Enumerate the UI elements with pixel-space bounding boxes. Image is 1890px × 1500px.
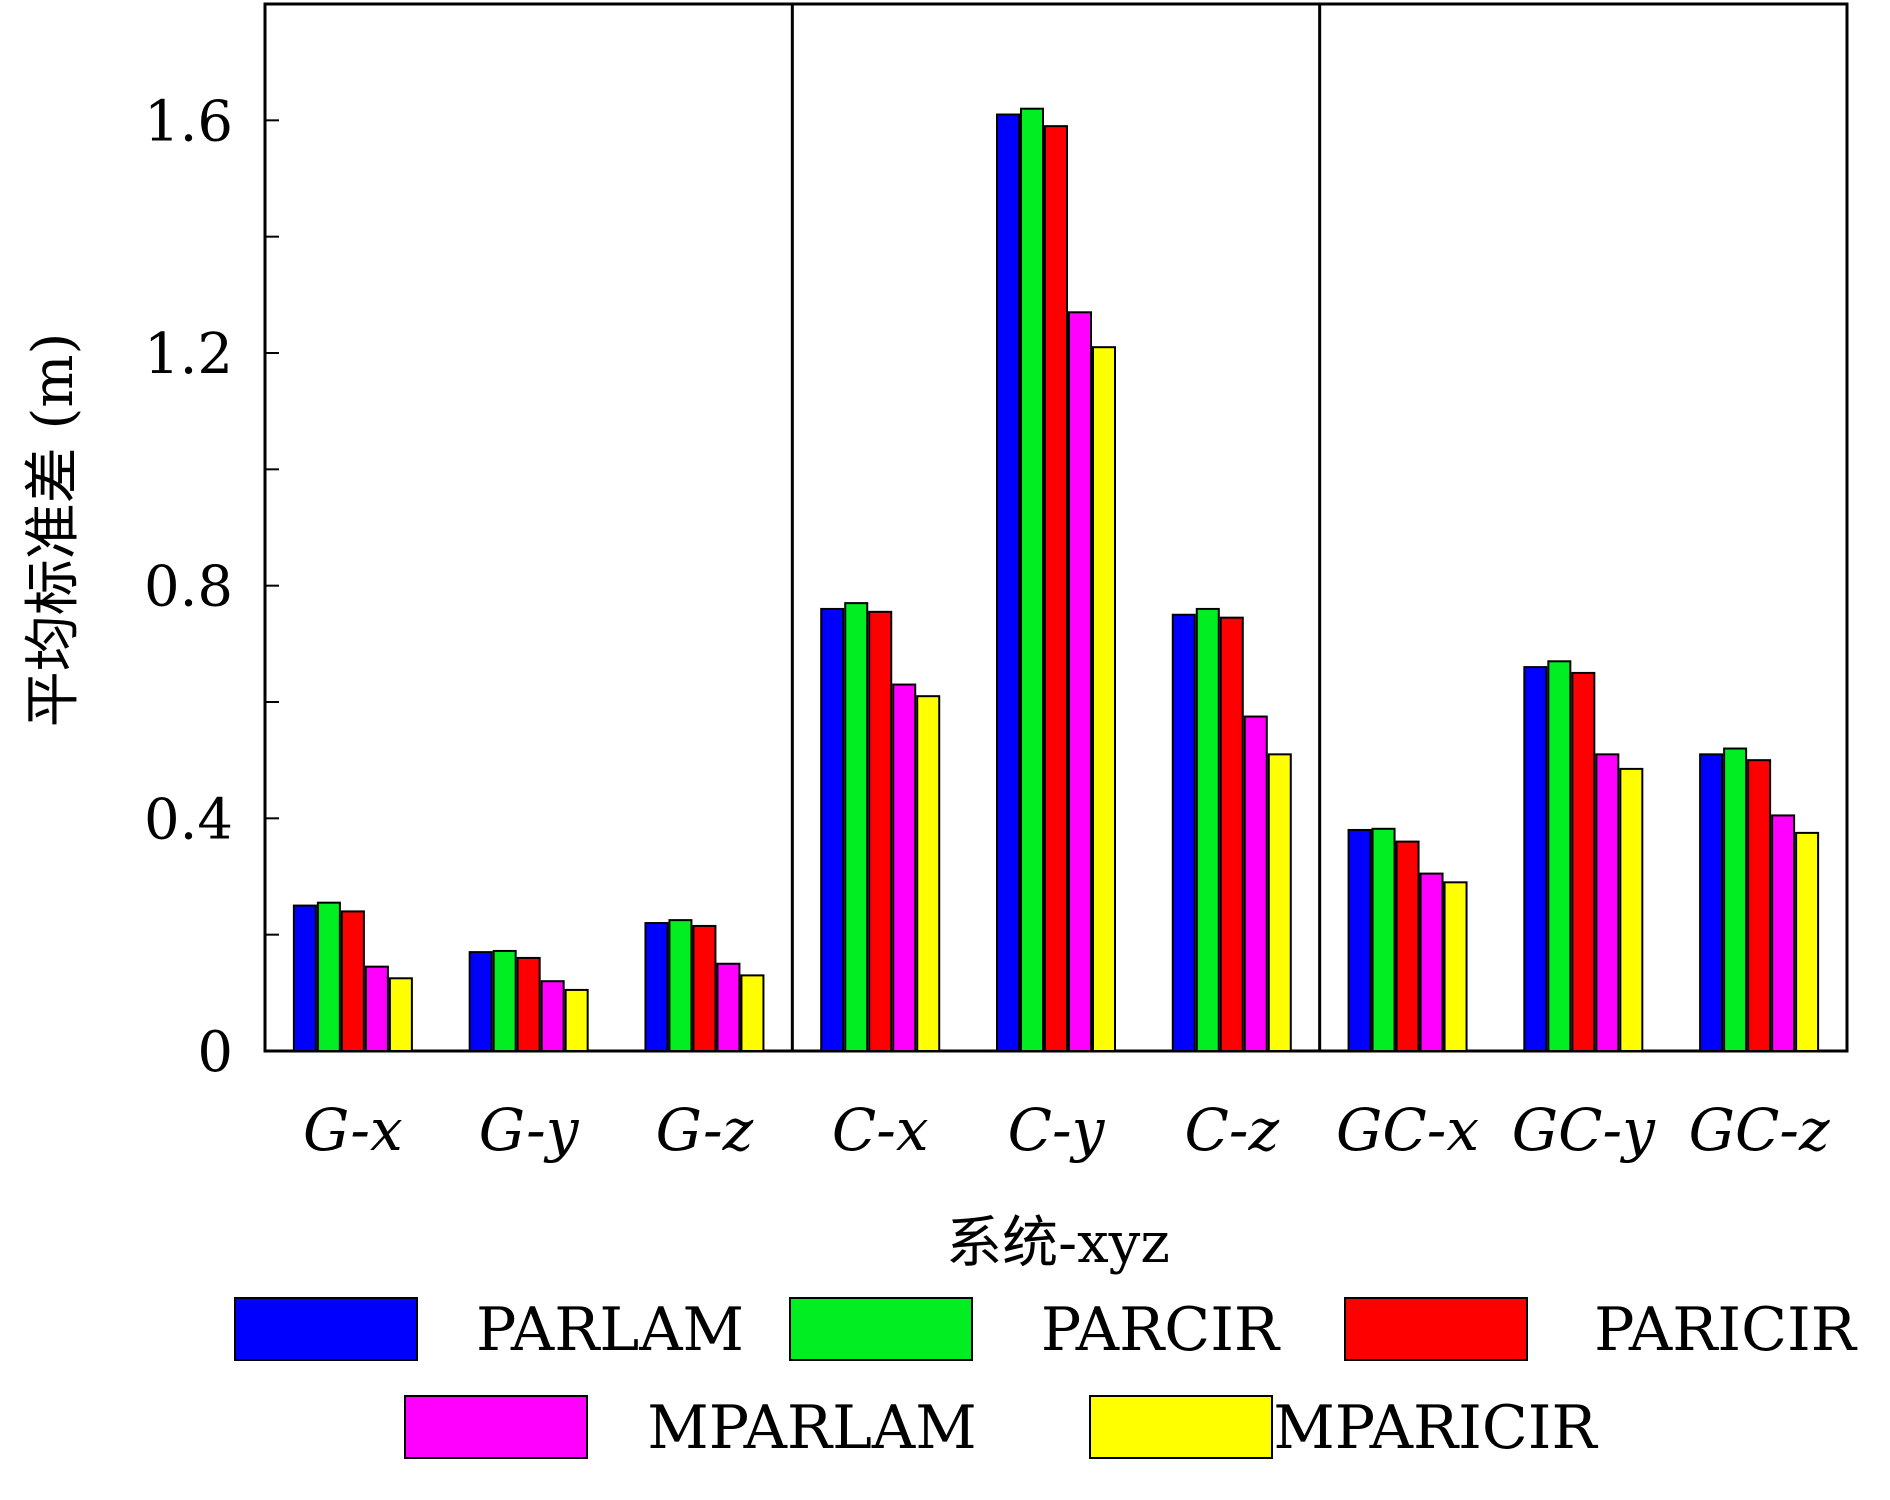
bar-parlam-g-x <box>292 904 317 1052</box>
bar-mparlam-gc-z <box>1771 814 1796 1052</box>
y-tick-label: 1.2 <box>144 322 233 387</box>
legend-label-mparicir: MPARICIR <box>1273 1393 1598 1463</box>
bar-parlam-gc-x <box>1347 828 1372 1053</box>
bar-paricir-gc-y <box>1571 671 1596 1053</box>
legend-swatch-parlam <box>234 1297 418 1361</box>
bar-parlam-gc-y <box>1523 666 1548 1052</box>
bar-paricir-g-x <box>340 910 365 1053</box>
bar-mparlam-g-z <box>716 962 741 1052</box>
legend-label-mparlam: MPARLAM <box>647 1393 976 1463</box>
y-tick-label: 0 <box>197 1020 233 1085</box>
bar-parcir-g-x <box>316 901 341 1052</box>
y-axis: 0 0.4 0.8 1.2 1.6 <box>144 89 279 1085</box>
legend-swatch-parcir <box>789 1297 973 1361</box>
bar-parlam-g-z <box>644 922 669 1052</box>
bar-parlam-c-x <box>820 607 845 1053</box>
bar-mparicir-g-x <box>388 977 413 1053</box>
bar-parlam-g-y <box>468 951 493 1052</box>
x-tick-label: C-x <box>832 1096 929 1164</box>
bar-mparlam-c-z <box>1243 715 1268 1053</box>
y-axis-title: 平均标准差 (m) <box>21 333 86 728</box>
legend: PARLAM PARCIR PARICIR MPARLAM MPARICIR <box>234 1295 1858 1463</box>
bar-mparlam-gc-y <box>1595 753 1620 1052</box>
bar-parcir-c-x <box>844 602 869 1052</box>
bar-mparlam-g-y <box>540 980 565 1053</box>
bar-parcir-gc-z <box>1723 747 1748 1052</box>
bar-mparlam-gc-x <box>1419 872 1444 1053</box>
bar-paricir-c-x <box>868 610 893 1052</box>
bar-parcir-gc-x <box>1371 827 1396 1053</box>
bar-parlam-c-z <box>1171 613 1196 1052</box>
legend-label-parlam: PARLAM <box>476 1295 744 1365</box>
bar-paricir-gc-z <box>1747 759 1772 1053</box>
bar-mparicir-c-y <box>1092 346 1116 1052</box>
bar-mparicir-gc-x <box>1443 881 1468 1052</box>
bar-mparlam-c-x <box>892 683 917 1052</box>
bar-mparicir-gc-z <box>1795 831 1820 1052</box>
x-tick-label: C-z <box>1185 1096 1280 1164</box>
legend-swatch-paricir <box>1344 1297 1528 1361</box>
legend-swatch-mparicir <box>1089 1395 1273 1459</box>
bar-paricir-gc-x <box>1395 840 1420 1052</box>
bar-parcir-c-y <box>1020 107 1044 1052</box>
y-tick-label: 0.8 <box>144 555 233 620</box>
bar-parcir-gc-y <box>1547 660 1572 1052</box>
x-tick-label: G-z <box>656 1096 754 1164</box>
legend-label-parcir: PARCIR <box>1041 1295 1281 1365</box>
bar-paricir-g-z <box>692 924 717 1052</box>
bar-parcir-c-z <box>1195 607 1220 1053</box>
bar-mparicir-c-z <box>1267 753 1292 1052</box>
x-tick-label: GC-z <box>1689 1096 1830 1164</box>
bar-parcir-g-z <box>668 919 693 1052</box>
bar-mparicir-gc-y <box>1619 767 1644 1052</box>
bar-mparicir-g-y <box>564 988 589 1052</box>
bars <box>292 107 1820 1053</box>
x-tick-label: C-y <box>1008 1096 1106 1164</box>
bar-mparicir-g-z <box>740 974 765 1053</box>
x-axis: G-x G-y G-z C-x C-y C-z GC-x GC-y GC-z <box>303 1096 1830 1164</box>
bar-paricir-g-y <box>516 956 541 1053</box>
x-tick-label: GC-x <box>1336 1096 1479 1164</box>
y-tick-label: 0.4 <box>144 787 233 852</box>
bar-paricir-c-y <box>1044 125 1068 1052</box>
bar-paricir-c-z <box>1219 616 1244 1052</box>
legend-swatch-mparlam <box>404 1395 588 1459</box>
x-tick-label: G-y <box>479 1096 580 1164</box>
bar-parcir-g-y <box>492 949 517 1052</box>
bar-mparlam-g-x <box>364 965 389 1052</box>
x-tick-label: GC-y <box>1512 1096 1656 1164</box>
bar-parlam-c-y <box>996 113 1020 1053</box>
bar-mparlam-c-y <box>1068 311 1092 1052</box>
x-tick-label: G-x <box>303 1096 403 1164</box>
bar-mparicir-c-x <box>916 695 941 1053</box>
x-axis-title: 系统-xyz <box>946 1211 1170 1276</box>
bar-parlam-gc-z <box>1699 753 1724 1052</box>
legend-label-paricir: PARICIR <box>1594 1295 1858 1365</box>
y-tick-label: 1.6 <box>144 89 233 154</box>
